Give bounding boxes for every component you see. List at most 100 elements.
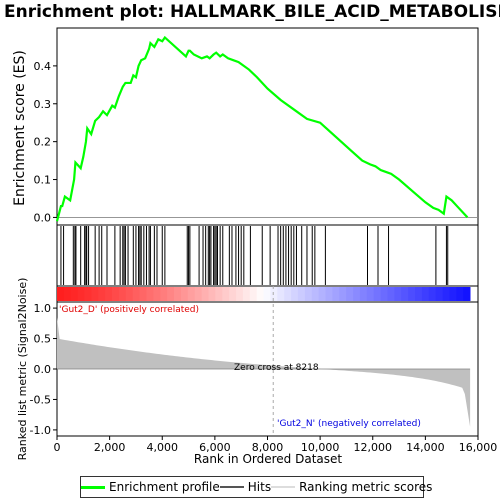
metric-tick-label: -0.5 [30,393,51,406]
colorbar-segment [167,287,175,301]
metric-tick-label: 1.0 [34,302,52,315]
metric-area-fill [57,317,471,427]
x-axis-label: Rank in Ordered Dataset [194,452,342,466]
es-curve [55,35,478,222]
colorbar-segment [112,287,120,301]
colorbar-segment [449,287,457,301]
legend-item-metric: Ranking metric scores [271,480,432,494]
colorbar-segment [463,287,471,301]
colorbar-segment [456,287,464,301]
legend-swatch-metric [271,486,296,488]
x-tick-label: 10,000 [301,441,340,454]
legend-swatch-hits [219,486,244,488]
colorbar-segment [63,287,72,301]
colorbar-segment [270,287,278,301]
colorbar-segment [229,287,237,301]
colorbar-segment [277,287,285,301]
es-tick-label: 0.3 [34,98,52,111]
colorbar-segment [208,287,216,301]
colorbar-segment [215,287,223,301]
zero-cross-label: Zero cross at 8218 [234,363,319,373]
colorbar-segment [180,287,189,301]
x-tick-label: 6,000 [199,441,231,454]
legend-label-hits: Hits [247,480,272,494]
colorbar-segment [91,287,99,301]
colorbar-segment [332,287,340,301]
positive-label: 'Gut2_D' (positively correlated) [59,305,199,315]
x-tick-label: 12,000 [354,441,393,454]
colorbar-segment [146,287,154,301]
colorbar-segment [428,287,437,301]
colorbar-segment [174,287,182,301]
colorbar-segment [70,287,79,301]
colorbar-segment [84,287,92,301]
legend-label-metric: Ranking metric scores [299,480,433,494]
legend-label-enrichment: Enrichment profile [109,480,220,494]
colorbar-segment [318,287,326,301]
colorbar-segment [125,287,134,301]
legend: Enrichment profile Hits Ranking metric s… [80,476,432,498]
colorbar-segment [380,287,388,301]
legend-swatch-enrichment [81,485,105,489]
es-tick-label: 0.1 [34,174,52,187]
colorbar-segment [105,287,113,301]
colorbar-segment [57,287,65,301]
colorbar-segment [311,287,320,301]
colorbar-segment [325,287,333,301]
colorbar-segment [187,287,196,301]
colorbar-segment [284,287,292,301]
colorbar-segment [339,287,347,301]
metric-tick-label: 0.5 [34,333,52,346]
metric-tick-label: -1.0 [30,424,51,437]
negative-label: 'Gut2_N' (negatively correlated) [277,419,421,429]
colorbar-segment [346,287,354,301]
es-tick-label: 0.2 [34,136,52,149]
es-line [55,35,469,222]
colorbar-segment [304,287,313,301]
hits-panel [56,224,479,287]
legend-item-enrichment: Enrichment profile [81,480,220,494]
colorbar-segment [442,287,450,301]
metric-axis-label: Ranked list metric (Signal2Noise) [16,278,29,461]
x-tick-label: 16,000 [459,441,498,454]
legend-item-hits: Hits [219,480,272,494]
colorbar-segment [366,287,375,301]
colorbar-segment [415,287,423,301]
axes: 0.0 0.1 0.2 0.3 0.4 1.0 0.5 0.0 -0.5 -1.00 2,000 4,… [30,60,498,454]
colorbar-segment [236,287,244,301]
colorbar-segment [153,287,161,301]
colorbar-segment [421,287,430,301]
es-tick-label: 0.4 [34,60,52,73]
colorbar-segment [222,287,230,301]
colorbar-segment [408,287,416,301]
colorbar-segment [249,287,258,301]
colorbar-segment [291,287,299,301]
colorbar-segment [98,287,106,301]
x-tick-label: 8,000 [252,441,284,454]
colorbar-segment [263,287,271,301]
colorbar-segment [242,287,251,301]
x-tick-label: 0 [54,441,61,454]
colorbar-segment [353,287,361,301]
metric-tick-label: 0.0 [34,363,52,376]
colorbar-segment [387,287,395,301]
colorbar-segment [256,287,264,301]
es-axis-label: Enrichment score (ES) [12,50,28,206]
colorbar-segment [297,287,306,301]
colorbar-segment [359,287,368,301]
colorbar-segment [201,287,209,301]
x-tick-label: 2,000 [94,441,126,454]
colorbar-segment [194,287,202,301]
colorbar-segment [132,287,141,301]
colorbar-segment [77,287,85,301]
hit-lines [60,226,449,285]
metric-area [57,286,471,436]
colorbar-segment [118,287,127,301]
colorbar-segment [373,287,381,301]
es-tick-label: 0.0 [34,211,52,224]
colorbar-segment [401,287,409,301]
colorbar-segment [394,287,402,301]
x-tick-label: 4,000 [147,441,179,454]
es-panel [56,27,479,226]
